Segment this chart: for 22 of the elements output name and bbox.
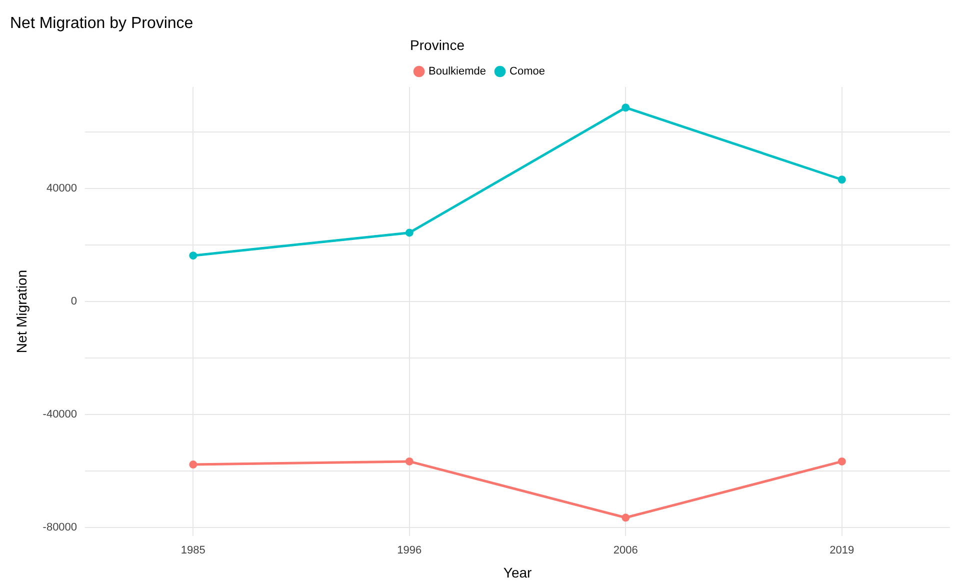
- y-tick-label: 40000: [46, 182, 78, 195]
- legend-label: Comoe: [510, 66, 545, 78]
- point: [622, 104, 630, 112]
- y-tick-label: -40000: [42, 408, 78, 421]
- x-tick-label: 2006: [613, 544, 638, 557]
- x-tick-label: 2019: [830, 544, 854, 557]
- chart-title: Net Migration by Province: [10, 15, 194, 32]
- y-axis-title: Net Migration: [13, 270, 30, 354]
- y-tick-label: -80000: [42, 522, 78, 534]
- point: [405, 457, 414, 466]
- legend-title: Province: [410, 37, 465, 54]
- x-tick-label: 1985: [180, 544, 206, 557]
- legend-label: Boulkiemde: [428, 66, 486, 78]
- point: [838, 457, 846, 466]
- point: [189, 252, 198, 260]
- point: [622, 514, 630, 522]
- point: [189, 460, 198, 469]
- y-tick-label: 0: [70, 296, 78, 308]
- x-tick-label: 1996: [397, 544, 422, 557]
- point: [405, 228, 414, 237]
- x-axis-title: Year: [503, 564, 532, 580]
- point: [838, 176, 846, 184]
